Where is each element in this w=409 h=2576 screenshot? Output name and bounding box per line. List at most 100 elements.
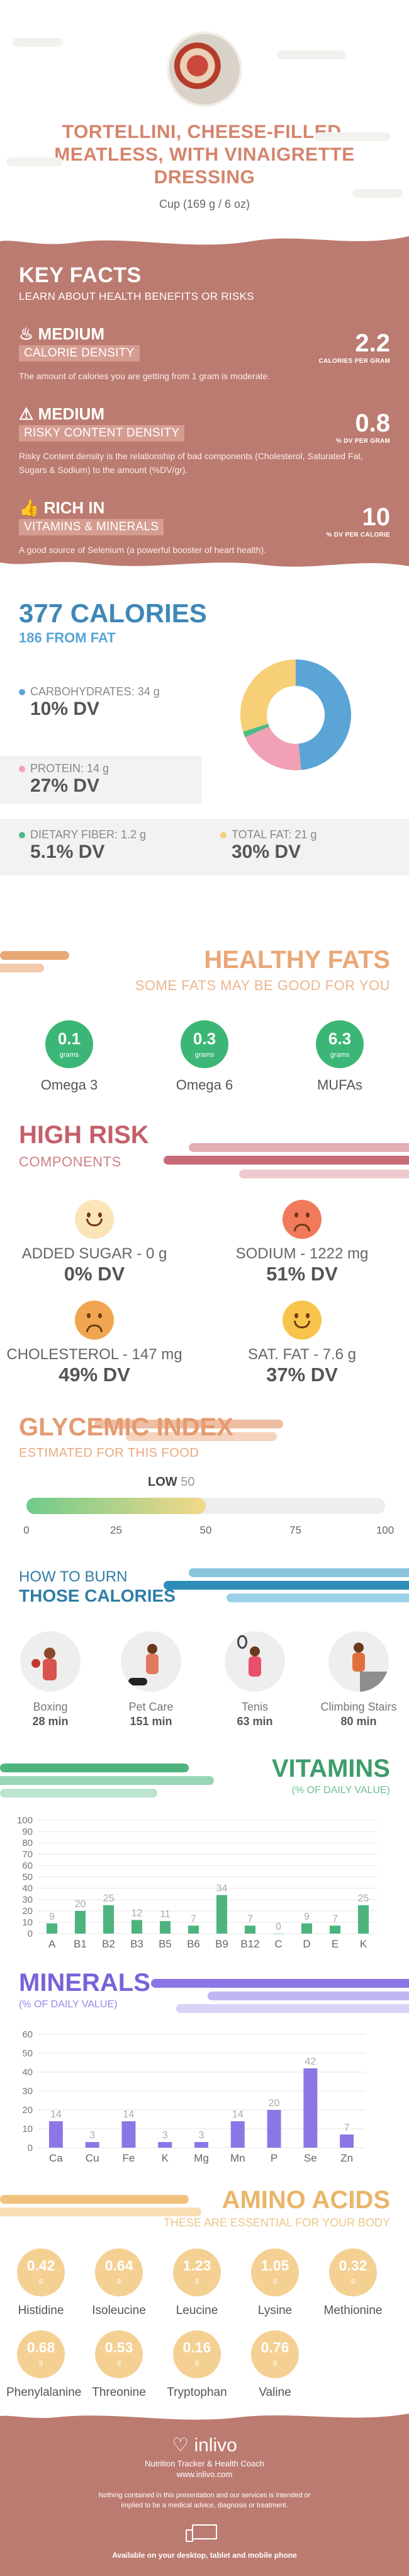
amino-unit: g xyxy=(194,2277,199,2284)
activity-time: 63 min xyxy=(237,1715,273,1728)
amino-value: 0.76 xyxy=(261,2339,289,2356)
fact-unit: % DV PER CALORIE xyxy=(326,532,390,539)
amino-unit: g xyxy=(38,2359,43,2366)
bar-value-label: 9 xyxy=(304,1912,310,1922)
fact-value: 10 xyxy=(362,503,391,531)
macro-name: DIETARY FIBER: 1.2 g xyxy=(30,828,147,841)
amino-name: Histidine xyxy=(18,2304,64,2317)
fat-value: 6.3 xyxy=(328,1029,352,1048)
risk-dv: 49% DV xyxy=(59,1364,130,1386)
x-tick-label: Mn xyxy=(230,2152,245,2164)
bar-value-label: 3 xyxy=(199,2130,204,2141)
smile-face-icon xyxy=(283,1301,322,1340)
macro-dv: 30% DV xyxy=(232,841,301,862)
bar-value-label: 34 xyxy=(216,1883,228,1894)
y-tick-label: 0 xyxy=(28,1929,33,1939)
donut-slice-dietary-fiber xyxy=(243,723,269,738)
website-link[interactable]: www.inlivo.com xyxy=(176,2470,233,2479)
wave-divider xyxy=(0,233,409,245)
brand: ♡ inlivo xyxy=(0,2434,409,2456)
bar-value-label: 3 xyxy=(89,2130,95,2141)
stripe xyxy=(94,1420,283,1428)
y-tick-label: 10 xyxy=(22,2124,33,2134)
risk-sat-fat: SAT. FAT - 7.6 g 37% DV xyxy=(208,1301,396,1386)
x-tick-label: D xyxy=(303,1938,310,1950)
y-tick-label: 100 xyxy=(17,1815,33,1826)
fat-unit: grams xyxy=(330,1051,350,1059)
fat-name: MUFAs xyxy=(317,1077,363,1093)
fact-tag: VITAMINS & MINERALS xyxy=(19,519,164,535)
bar-Zn xyxy=(340,2134,354,2148)
fact-level: MEDIUM xyxy=(38,404,104,423)
risk-name: CHOLESTEROL - 147 mg xyxy=(6,1346,182,1363)
bar-value-label: 25 xyxy=(358,1893,369,1904)
amino-title: AMINO ACIDS xyxy=(221,2186,390,2214)
y-tick-label: 40 xyxy=(22,2067,33,2078)
fat-omega3: 0.1 grams Omega 3 xyxy=(19,1018,120,1093)
y-tick-label: 90 xyxy=(22,1827,33,1837)
wave-divider xyxy=(0,2410,409,2420)
risk-name: ADDED SUGAR - 0 g xyxy=(21,1245,167,1262)
happy-face-icon xyxy=(75,1200,114,1239)
bar-value-label: 14 xyxy=(50,2109,62,2120)
amino-unit: g xyxy=(116,2359,121,2366)
risk-subtitle: COMPONENTS xyxy=(19,1154,121,1170)
minerals-bar-chart: 0 10 20 30 40 50 60 14 Ca 3 Cu 14 Fe 3 K 3 Mg 14 Mn 20 P 42 Se… xyxy=(22,2029,365,2164)
macro-dv: 5.1% DV xyxy=(30,841,105,862)
macro-dv: 27% DV xyxy=(30,775,100,796)
x-tick-label: P xyxy=(271,2152,277,2164)
amino-threonine: 0.53 g Threonine xyxy=(84,2330,154,2400)
bar-value-label: 7 xyxy=(332,1913,338,1924)
key-facts-section: KEY FACTS LEARN ABOUT HEALTH BENEFITS OR… xyxy=(0,233,409,573)
amino-section: AMINO ACIDS THESE ARE ESSENTIAL FOR YOUR… xyxy=(0,2176,409,2410)
macro-fiber: DIETARY FIBER: 1.2 g 5.1% DV xyxy=(19,822,201,869)
amino-name: Threonine xyxy=(92,2386,146,2399)
dog-walking-icon xyxy=(121,1631,181,1692)
y-tick-label: 50 xyxy=(22,2048,33,2059)
amino-lysine: 1.05 g Lysine xyxy=(240,2248,310,2318)
bar-Fe xyxy=(121,2121,136,2148)
amino-name: Methionine xyxy=(323,2304,383,2317)
amino-tryptophan: 0.16 g Tryptophan xyxy=(162,2330,232,2400)
burn-title-1: HOW TO BURN xyxy=(19,1568,128,1585)
calories-fat: 186 FROM FAT xyxy=(19,630,116,646)
x-tick-label: B1 xyxy=(74,1938,87,1950)
x-tick-label: Mg xyxy=(194,2152,209,2164)
glycemic-readout: LOW 50 xyxy=(148,1475,194,1490)
stripe xyxy=(0,1776,214,1785)
amino-value: 0.64 xyxy=(104,2257,133,2274)
bar-B9 xyxy=(216,1895,228,1934)
risk-sodium: SODIUM - 1222 mg 51% DV xyxy=(208,1200,396,1285)
amino-methionine: 0.32 g Methionine xyxy=(318,2248,388,2318)
fact-value: 0.8 xyxy=(355,409,390,437)
thumbs-up-icon: 👍 xyxy=(19,498,40,517)
x-tick-label: B2 xyxy=(102,1938,115,1950)
bar-value-label: 11 xyxy=(160,1909,171,1920)
fact-vitamins-minerals: 👍 RICH IN VITAMINS & MINERALS 10% DV PER… xyxy=(19,498,390,557)
fat-omega6: 0.3 grams Omega 6 xyxy=(154,1018,255,1093)
macro-name: PROTEIN: 14 g xyxy=(30,762,109,775)
amino-unit: g xyxy=(350,2277,356,2284)
tennis-icon xyxy=(225,1631,285,1692)
x-tick-label: K xyxy=(360,1938,367,1950)
disclaimer: Nothing contained in this presentation a… xyxy=(98,2492,311,2509)
fact-desc: The amount of calories you are getting f… xyxy=(19,371,271,381)
minerals-title: MINERALS xyxy=(19,1969,150,1997)
activity-name: Tenis xyxy=(241,1701,269,1713)
calories-section: 377 CALORIES 186 FROM FAT CARBOHYDRATES:… xyxy=(0,573,409,926)
fact-level: RICH IN xyxy=(43,498,105,517)
activity-name: Boxing xyxy=(33,1701,68,1713)
amino-name: Valine xyxy=(259,2386,291,2399)
fact-tag: CALORIE DENSITY xyxy=(19,345,140,362)
fats-title: HEALTHY FATS xyxy=(204,946,390,974)
fat-unit: grams xyxy=(194,1051,215,1059)
x-tick-label: Ca xyxy=(49,2152,63,2164)
bar-Ca xyxy=(48,2121,63,2148)
y-tick-label: 30 xyxy=(22,2086,33,2097)
bar-K xyxy=(158,2142,172,2148)
x-tick-label: Cu xyxy=(86,2152,99,2164)
availability: Available on your desktop, tablet and mo… xyxy=(112,2551,297,2560)
vitamins-title: VITAMINS xyxy=(271,1755,390,1782)
brand-name: inlivo xyxy=(194,2435,237,2456)
